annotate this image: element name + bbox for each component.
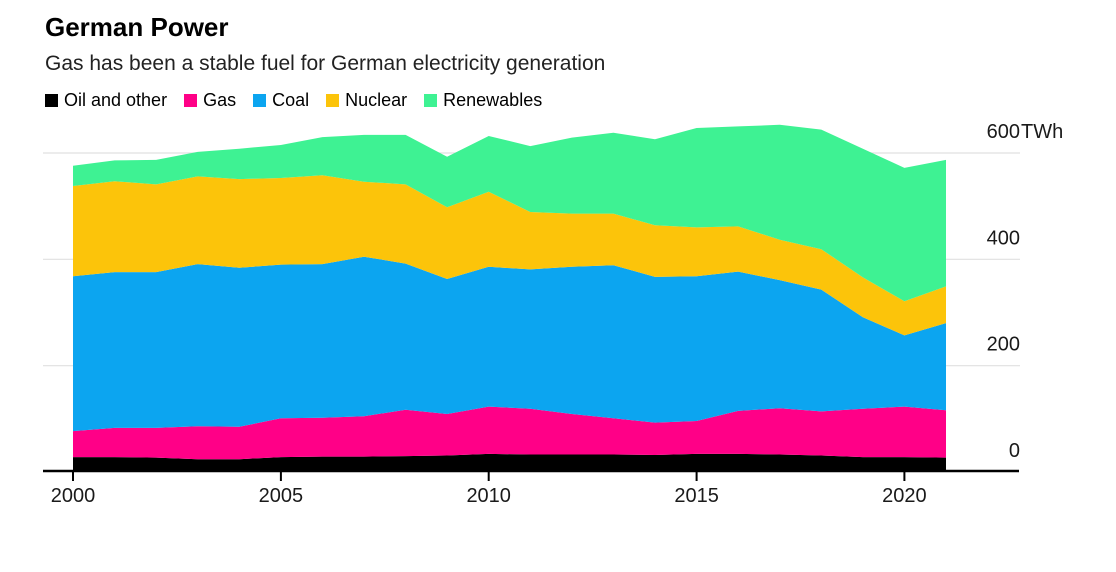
- y-axis-label-200: 200: [987, 334, 1020, 356]
- legend-swatch-renewables: [424, 94, 438, 107]
- legend-label: Gas: [203, 90, 237, 110]
- area-oil-and-other: [73, 453, 946, 472]
- legend-item-coal: Coal: [253, 90, 309, 111]
- legend-label: Oil and other: [64, 90, 168, 110]
- y-axis-unit-label: TWh: [1021, 121, 1063, 143]
- x-axis-label-2020: 2020: [882, 485, 927, 507]
- area-coal: [73, 256, 946, 432]
- legend-item-oil-and-other: Oil and other: [45, 90, 167, 111]
- legend-label: Nuclear: [345, 90, 408, 110]
- area-gas: [73, 406, 946, 460]
- legend-label: Coal: [272, 90, 310, 110]
- x-axis-label-2010: 2010: [466, 485, 511, 507]
- x-axis-label-2005: 2005: [259, 485, 304, 507]
- legend-swatch-gas: [184, 94, 198, 107]
- legend-item-gas: Gas: [184, 90, 236, 111]
- x-axis-label-2015: 2015: [674, 485, 719, 507]
- y-axis-label-0: 0: [1009, 440, 1020, 462]
- x-axis-label-2000: 2000: [51, 485, 96, 507]
- chart-legend: Oil and other Gas Coal Nuclear Renewables: [45, 90, 559, 111]
- legend-swatch-nuclear: [326, 94, 340, 107]
- y-axis-label-400: 400: [987, 227, 1020, 249]
- legend-label: Renewables: [443, 90, 543, 110]
- chart-title: German Power: [45, 12, 229, 42]
- y-axis-label-600: 600: [987, 121, 1020, 143]
- legend-item-renewables: Renewables: [424, 90, 542, 111]
- area-renewables: [73, 124, 946, 302]
- chart-subtitle: Gas has been a stable fuel for German el…: [45, 52, 606, 75]
- legend-item-nuclear: Nuclear: [326, 90, 407, 111]
- legend-swatch-coal: [253, 94, 267, 107]
- legend-swatch-oil-and-other: [45, 94, 58, 107]
- area-nuclear: [73, 175, 946, 336]
